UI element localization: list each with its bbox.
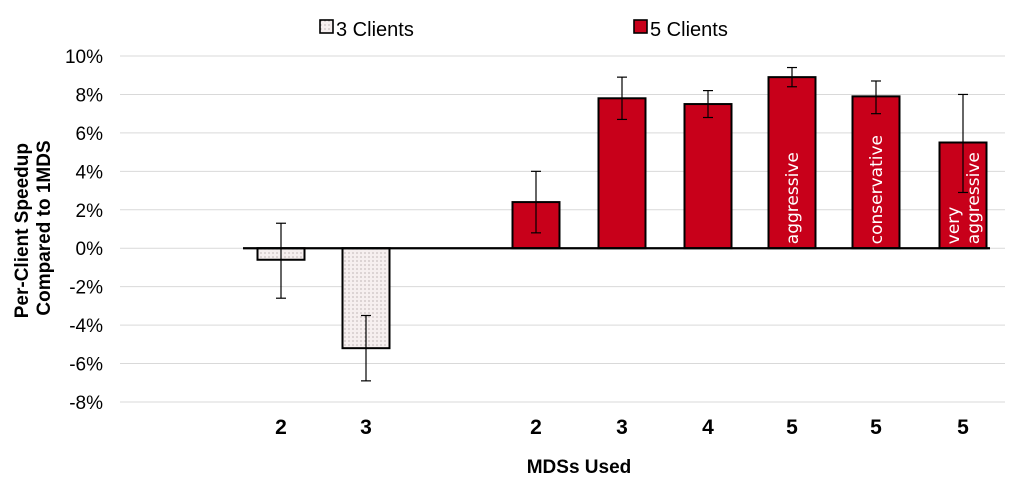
y-axis-title-line-1: Per-Client Speedup	[12, 143, 33, 318]
legend-swatch	[633, 19, 648, 34]
bar-annotation: very aggressive	[944, 152, 984, 244]
y-tick-label: 6%	[76, 124, 104, 145]
bar-annotation: conservative	[867, 135, 887, 244]
bar	[683, 103, 733, 250]
y-tick-label: 10%	[65, 47, 103, 68]
legend-label: 3 Clients	[336, 19, 414, 41]
x-category-label: 4	[702, 416, 714, 439]
bar-annotation-text: aggressive	[964, 152, 984, 244]
bar-annotation: aggressive	[783, 152, 803, 244]
x-category-label: 3	[616, 416, 628, 439]
y-tick-label: -2%	[69, 278, 103, 299]
bar	[851, 95, 901, 250]
x-axis-title: MDSs Used	[527, 457, 632, 478]
x-category-label: 5	[786, 416, 798, 439]
bar-annotation-text: aggressive	[783, 152, 803, 244]
bar-annotation-text: very	[944, 207, 964, 245]
y-tick-label: -4%	[69, 316, 103, 337]
y-axis-title-line-2: Compared to 1MDS	[34, 140, 55, 315]
legend-swatch	[319, 19, 334, 34]
x-category-label: 5	[957, 416, 969, 439]
x-category-label: 3	[360, 416, 372, 439]
y-tick-label: 2%	[76, 201, 104, 222]
bar-annotation-text: conservative	[867, 135, 887, 244]
y-tick-label: -8%	[69, 393, 103, 414]
x-category-label: 5	[870, 416, 882, 439]
y-tick-label: 4%	[76, 162, 104, 183]
x-category-label: 2	[530, 416, 542, 439]
bar	[597, 97, 647, 250]
error-bars	[276, 66, 968, 382]
y-axis-title: Per-Client Speedup Compared to 1MDS	[12, 138, 55, 319]
x-category-label: 2	[275, 416, 287, 439]
legend-label: 5 Clients	[650, 19, 728, 41]
y-tick-label: -6%	[69, 355, 103, 376]
bar	[767, 76, 817, 250]
y-tick-label: 0%	[76, 239, 104, 260]
x-category-labels: 2 3 2 3 4 5 5 5	[275, 416, 969, 439]
legend: 3 Clients 5 Clients	[319, 19, 728, 41]
y-tick-labels: 10% 8% 6% 4% 2% 0% -2% -4% -6% -8%	[65, 47, 103, 414]
bar-annotations: aggressive conservative very aggressive	[783, 135, 984, 244]
y-tick-label: 8%	[76, 85, 104, 106]
